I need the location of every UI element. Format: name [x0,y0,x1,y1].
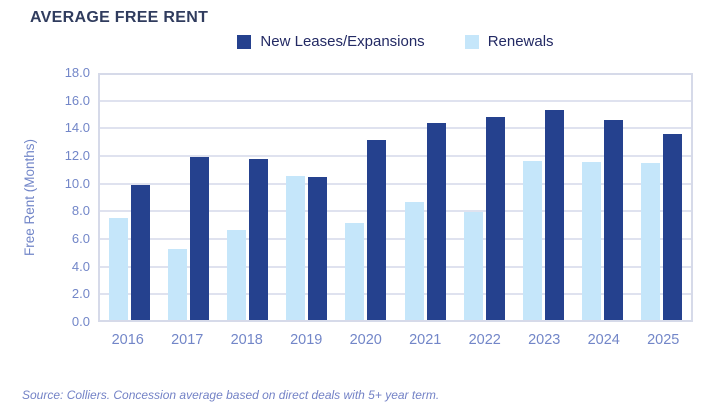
bar-group-2025 [632,75,691,320]
bar-group-2019 [277,75,336,320]
gridline [100,99,691,102]
new-leases-bar-2021 [426,122,446,320]
chart-legend: New Leases/Expansions Renewals [98,33,693,50]
legend-label: Renewals [487,33,554,50]
bar-group-2022 [455,75,514,320]
new-leases-bar-2025 [662,133,682,320]
new-leases-bar-2017 [190,156,210,320]
y-tick-label: 4.0 [71,258,90,274]
y-tick-label: 6.0 [71,231,90,246]
chart-title: AVERAGE FREE RENT [30,9,209,26]
x-label-2022: 2022 [468,332,501,348]
legend-label: New Leases/Expansions [260,33,425,50]
plot-area [98,73,693,322]
gridline [100,155,691,157]
renewals-bar-2016 [109,217,129,320]
renewals-bar-2023 [522,160,542,320]
bar-group-2023 [514,75,573,320]
legend-item-renewals: Renewals [464,33,554,50]
gridline [100,210,691,213]
x-label-2017: 2017 [171,332,204,348]
x-label-2023: 2023 [528,332,561,348]
new-leases-bar-2016 [131,185,151,320]
y-axis-ticks: 18.0 16.0 14.0 12.0 10.0 8.0 6.0 4.0 2.0 0.0 [34,65,90,329]
new-leases-bar-2023 [544,110,564,320]
renewals-bar-2022 [463,212,483,320]
gridline [100,265,691,268]
new-leases-bar-2018 [249,159,269,320]
new-leases-bar-2019 [308,177,328,320]
bar-groups [100,75,691,320]
y-tick-label: 12.0 [64,148,90,163]
x-label-2016: 2016 [111,332,144,348]
legend-item-new-leases: New Leases/Expansions [237,33,425,50]
bar-group-2016 [100,75,159,320]
legend-swatch-icon [237,34,252,49]
renewals-bar-2021 [404,201,424,320]
gridline [100,293,691,296]
legend-swatch-icon [464,34,479,49]
x-label-2018: 2018 [230,332,263,348]
renewals-bar-2025 [640,163,660,320]
renewals-bar-2020 [345,223,365,320]
bar-group-2024 [573,75,632,320]
bar-group-2017 [159,75,218,320]
y-tick-label: 14.0 [64,120,90,136]
source-note: Source: Colliers. Concession average bas… [22,388,440,402]
new-leases-bar-2022 [485,117,505,320]
new-leases-bar-2020 [367,140,387,320]
x-label-2025: 2025 [647,332,680,348]
y-tick-label: 16.0 [64,92,90,108]
gridline [100,127,691,130]
renewals-bar-2017 [168,249,188,320]
y-tick-label: 0.0 [71,314,90,329]
renewals-bar-2019 [286,175,306,320]
x-label-2019: 2019 [290,332,323,348]
renewals-bar-2018 [227,230,247,320]
x-label-2020: 2020 [349,332,382,348]
gridline [100,238,691,240]
y-tick-label: 2.0 [71,286,90,302]
y-tick-label: 8.0 [71,203,90,219]
bar-group-2021 [395,75,454,320]
x-axis-labels: 2016 2017 2018 2019 2020 2021 2022 2023 2024 2025 [98,332,693,348]
bar-group-2018 [218,75,277,320]
x-label-2024: 2024 [587,332,620,348]
y-tick-label: 18.0 [64,65,90,80]
gridline [100,182,691,185]
x-label-2021: 2021 [409,332,442,348]
renewals-bar-2024 [581,162,601,320]
new-leases-bar-2024 [603,119,623,320]
y-tick-label: 10.0 [64,175,90,191]
bar-group-2020 [336,75,395,320]
